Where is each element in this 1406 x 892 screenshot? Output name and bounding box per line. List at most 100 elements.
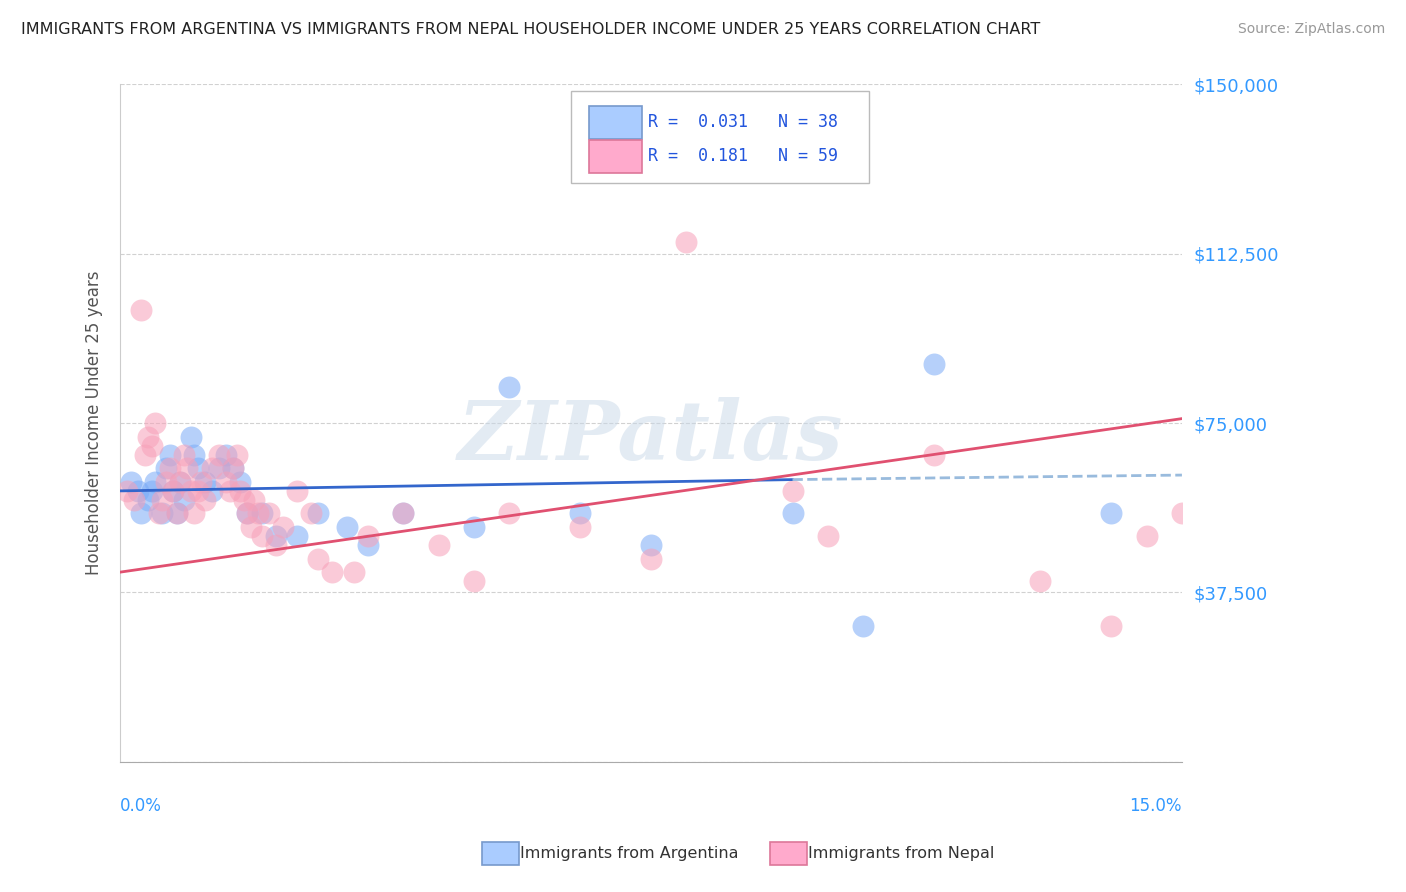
Point <box>675 235 697 250</box>
Text: R =  0.181   N = 59: R = 0.181 N = 59 <box>648 146 838 164</box>
Point <box>222 461 245 475</box>
Point <box>180 483 202 498</box>
Point <box>208 461 231 475</box>
Point <box>247 507 270 521</box>
Text: 0.0%: 0.0% <box>120 797 162 814</box>
Point <box>307 551 329 566</box>
Point <box>166 507 188 521</box>
Point <box>232 492 254 507</box>
Text: ZIPatlas: ZIPatlas <box>458 397 844 476</box>
Point <box>215 475 238 489</box>
Point <box>162 483 184 498</box>
Point <box>427 538 450 552</box>
Point <box>357 538 380 552</box>
Point <box>152 507 174 521</box>
Point <box>183 507 205 521</box>
Text: 15.0%: 15.0% <box>1129 797 1182 814</box>
Point <box>127 483 149 498</box>
Point <box>250 529 273 543</box>
Point <box>1029 574 1052 589</box>
Point <box>1206 642 1229 657</box>
Point <box>155 461 177 475</box>
Point <box>852 619 875 633</box>
Point <box>229 483 252 498</box>
Point <box>342 565 364 579</box>
Point <box>169 475 191 489</box>
Point <box>176 461 198 475</box>
Point <box>129 303 152 318</box>
Point <box>159 448 181 462</box>
Point <box>229 475 252 489</box>
Point <box>215 448 238 462</box>
Point <box>392 507 415 521</box>
Point <box>145 475 167 489</box>
Point <box>183 448 205 462</box>
Point <box>201 461 224 475</box>
Point <box>1099 507 1122 521</box>
FancyBboxPatch shape <box>589 106 643 138</box>
Point <box>922 358 945 372</box>
Point <box>922 448 945 462</box>
Text: Immigrants from Argentina: Immigrants from Argentina <box>520 847 738 861</box>
Point <box>782 483 804 498</box>
Point <box>201 483 224 498</box>
Point <box>335 520 357 534</box>
Point <box>1241 507 1264 521</box>
Point <box>463 574 485 589</box>
Point <box>307 507 329 521</box>
Point <box>250 507 273 521</box>
Point <box>236 507 259 521</box>
Point <box>463 520 485 534</box>
Point <box>194 492 217 507</box>
Point <box>257 507 280 521</box>
Point <box>222 461 245 475</box>
Point <box>190 475 212 489</box>
Point <box>194 475 217 489</box>
Point <box>640 551 662 566</box>
Point <box>264 529 287 543</box>
FancyBboxPatch shape <box>589 140 643 172</box>
Point <box>120 475 142 489</box>
Point <box>122 492 145 507</box>
Point <box>640 538 662 552</box>
Point <box>166 507 188 521</box>
Point <box>187 461 209 475</box>
Point <box>218 483 240 498</box>
Point <box>1171 507 1194 521</box>
Point <box>782 507 804 521</box>
Point <box>285 529 308 543</box>
Point <box>225 448 247 462</box>
Point <box>159 461 181 475</box>
Point <box>498 507 520 521</box>
Point <box>155 475 177 489</box>
Point <box>299 507 322 521</box>
Point <box>264 538 287 552</box>
Point <box>321 565 343 579</box>
Point <box>141 483 163 498</box>
Point <box>817 529 839 543</box>
Y-axis label: Householder Income Under 25 years: Householder Income Under 25 years <box>86 271 103 575</box>
Point <box>569 520 592 534</box>
Point <box>208 448 231 462</box>
Point <box>136 492 159 507</box>
Point <box>271 520 294 534</box>
Point <box>236 507 259 521</box>
Point <box>1135 529 1157 543</box>
Point <box>180 430 202 444</box>
Point <box>392 507 415 521</box>
Text: Source: ZipAtlas.com: Source: ZipAtlas.com <box>1237 22 1385 37</box>
Point <box>129 507 152 521</box>
Point <box>152 492 174 507</box>
Point <box>498 380 520 394</box>
Point <box>239 520 262 534</box>
Point <box>169 475 191 489</box>
Point <box>569 507 592 521</box>
Point <box>141 439 163 453</box>
Point <box>148 507 170 521</box>
Point <box>115 483 138 498</box>
Point <box>145 416 167 430</box>
Point <box>357 529 380 543</box>
Text: Immigrants from Nepal: Immigrants from Nepal <box>808 847 995 861</box>
Point <box>134 448 156 462</box>
Point <box>136 430 159 444</box>
